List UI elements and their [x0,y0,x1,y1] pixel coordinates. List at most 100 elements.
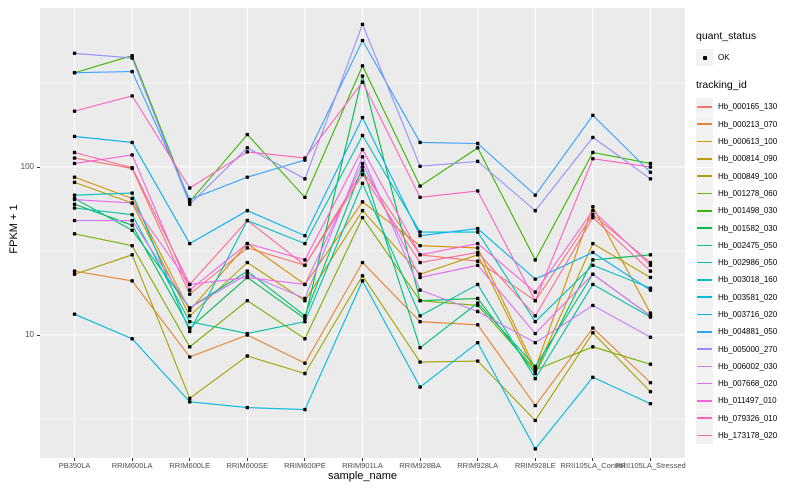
data-point [245,175,250,179]
data-point [72,232,77,236]
legend-line-swatch [697,296,712,298]
legend-line-swatch [697,209,712,212]
x-tick-label: RRII105LA_Stressed [615,461,686,470]
legend-item: Hb_003716_020 [696,306,800,323]
data-point [72,272,77,276]
data-point [360,64,365,68]
data-point [360,165,365,169]
data-point [360,172,365,177]
data-point [533,447,537,451]
legend-item: Hb_000213_070 [696,115,800,133]
x-tick-label: RRIM600LE [169,461,211,470]
legend-key-box [696,133,713,151]
legend-spacer [696,66,800,79]
data-point [591,215,595,220]
data-point [130,253,134,257]
y-tick-label: 100 [20,162,34,171]
data-point [360,147,365,152]
legend-item: Hb_000613_100 [696,133,800,151]
data-point [130,201,134,205]
data-point [418,319,422,324]
legend-key-box [696,150,713,168]
legend-key-box [696,271,713,289]
legend-key-box [696,392,713,410]
data-point [475,263,480,267]
legend-line-swatch [697,106,712,108]
legend-item-label: Hb_001278_060 [718,188,778,198]
data-point [72,197,77,202]
data-point [130,166,134,170]
data-point [533,364,537,369]
data-point [72,193,77,197]
data-point [245,272,250,276]
data-point [475,146,480,150]
legend-key-box [696,427,713,445]
data-point [533,371,537,376]
data-point [591,375,595,380]
data-point [648,362,653,366]
data-point [533,258,537,262]
data-point [475,340,480,345]
data-point [130,94,134,98]
legend-item-label: Hb_004881_050 [718,327,778,337]
data-point [418,360,422,364]
x-tick-mark [649,458,651,461]
data-point [648,161,653,166]
legend-item: Hb_002475_050 [696,236,800,254]
legend-item: Hb_000165_130 [696,98,800,116]
data-point [360,115,365,120]
data-point [648,260,653,265]
data-point [360,38,365,43]
data-point [418,260,422,265]
data-point [648,170,653,174]
legend-line-swatch [697,192,712,195]
data-point [245,246,250,250]
legend-item-label: Hb_000814_090 [718,154,778,164]
legend-key-box [696,340,713,358]
data-point [303,371,307,376]
y-axis-title: FPKM + 1 [8,204,20,254]
data-point [591,208,595,213]
x-tick-label: RRII105LA_Control [560,461,626,470]
data-point [360,169,365,173]
data-point [591,157,595,161]
data-point [475,241,480,246]
data-point [418,140,422,145]
data-point [72,218,77,223]
legend-item: Hb_003018_160 [696,271,800,289]
legend-item: Hb_079326_010 [696,409,800,427]
data-point [648,269,653,273]
data-point [591,345,595,349]
x-tick-mark [246,458,248,461]
data-point [475,323,480,327]
data-point [418,288,422,292]
data-point [303,177,307,181]
x-tick-label: RRIM928LE [514,461,556,470]
data-point [130,191,134,195]
x-tick-label: RRIM600LA [111,461,153,470]
data-point [72,156,77,160]
data-point [303,407,307,412]
data-point [533,299,537,303]
legend-key-box [696,323,713,341]
data-point [130,279,134,283]
data-point [418,234,422,238]
data-point [418,275,422,280]
data-point [303,234,307,238]
data-point [648,177,653,181]
legend-quant-status-title: quant_status [696,30,757,42]
legend-item-label: Hb_007668_020 [718,379,778,389]
data-point [475,259,480,263]
data-point [303,296,307,301]
data-point [418,244,422,248]
legend-key-box [696,115,713,133]
legend-key-box [696,357,713,375]
data-point [591,263,595,267]
legend-item-label: Hb_003716_020 [718,310,778,319]
data-point [648,311,653,315]
legend-key-box [696,288,713,306]
legend-key-box [696,306,713,323]
data-point [72,175,77,179]
data-point [360,133,365,138]
